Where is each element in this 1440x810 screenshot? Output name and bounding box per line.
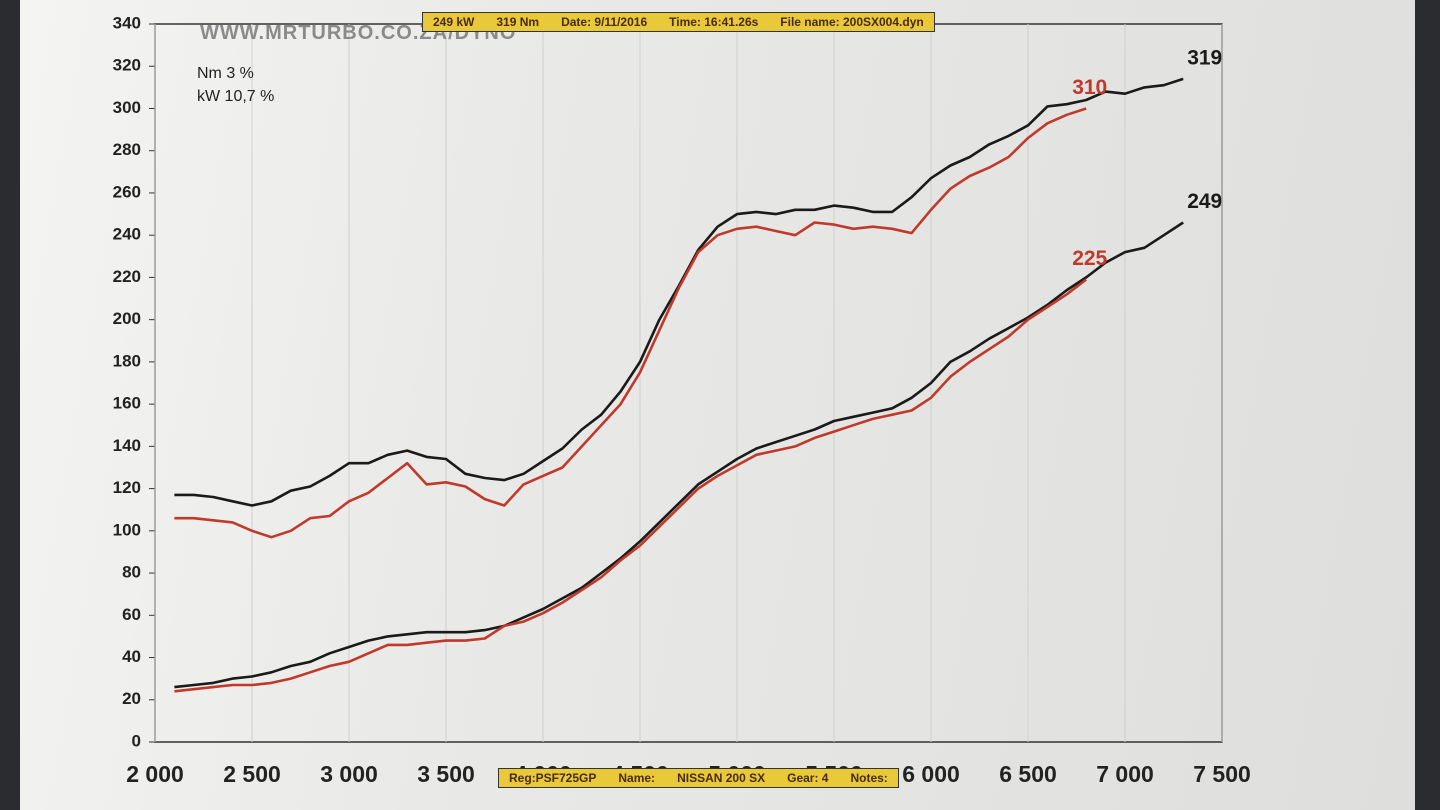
x-tick-label: 3 000 <box>320 761 378 787</box>
x-tick-label: 6 000 <box>902 761 960 787</box>
end-label: 225 <box>1072 247 1107 270</box>
note: Nm 3 % <box>197 65 254 82</box>
y-tick-label: 0 <box>132 731 141 750</box>
y-tick-label: 100 <box>113 520 141 539</box>
y-tick-label: 160 <box>113 394 141 413</box>
y-tick-label: 340 <box>113 13 141 32</box>
x-tick-label: 2 500 <box>223 761 281 787</box>
y-tick-label: 280 <box>113 140 141 159</box>
y-tick-label: 200 <box>113 309 141 328</box>
x-tick-label: 7 000 <box>1096 761 1154 787</box>
end-label: 310 <box>1072 76 1107 99</box>
end-label: 319 <box>1187 46 1222 69</box>
footer-field: Reg:PSF725GP <box>509 771 597 785</box>
y-tick-label: 180 <box>113 351 141 370</box>
x-tick-label: 6 500 <box>999 761 1057 787</box>
x-tick-label: 2 000 <box>126 761 184 787</box>
header-field: 319 Nm <box>496 15 540 29</box>
data-line <box>174 221 1184 689</box>
data-line <box>174 107 1087 539</box>
plot-frame <box>154 23 1223 743</box>
footer-field: Gear: 4 <box>787 771 829 785</box>
header-field: Time: 16:41.26s <box>669 15 759 29</box>
footer-field: NISSAN 200 SX <box>677 771 766 785</box>
y-tick-label: 220 <box>113 267 141 286</box>
y-tick-label: 260 <box>113 182 141 201</box>
y-tick-label: 80 <box>122 563 141 582</box>
y-tick-label: 60 <box>122 605 141 624</box>
header-field: File name: 200SX004.dyn <box>780 15 924 29</box>
data-line <box>174 278 1087 693</box>
y-tick-label: 120 <box>113 478 141 497</box>
data-line <box>174 77 1184 507</box>
header-field: Date: 9/11/2016 <box>561 15 648 29</box>
note: kW 10,7 % <box>197 88 275 105</box>
header-box: 249 kW 319 Nm Date: 9/11/2016 Time: 16:41.2… <box>422 12 935 32</box>
y-tick-label: 320 <box>113 56 141 75</box>
header-field: 249 kW <box>433 15 475 29</box>
footer-box: Reg:PSF725GP Name: NISSAN 200 SX Gear: 4 Not… <box>498 768 899 788</box>
y-tick-label: 240 <box>113 225 141 244</box>
y-tick-label: 40 <box>122 647 141 666</box>
footer-field: Name: <box>618 771 656 785</box>
notes: Nm 3 % kW 10,7 % <box>197 62 274 108</box>
x-tick-label: 3 500 <box>417 761 475 787</box>
y-tick-label: 140 <box>113 436 141 455</box>
end-label: 249 <box>1187 190 1222 213</box>
y-tick-label: 300 <box>113 98 141 117</box>
footer-field: Notes: <box>850 771 888 785</box>
y-tick-label: 20 <box>122 689 141 708</box>
x-tick-label: 7 500 <box>1193 761 1251 787</box>
